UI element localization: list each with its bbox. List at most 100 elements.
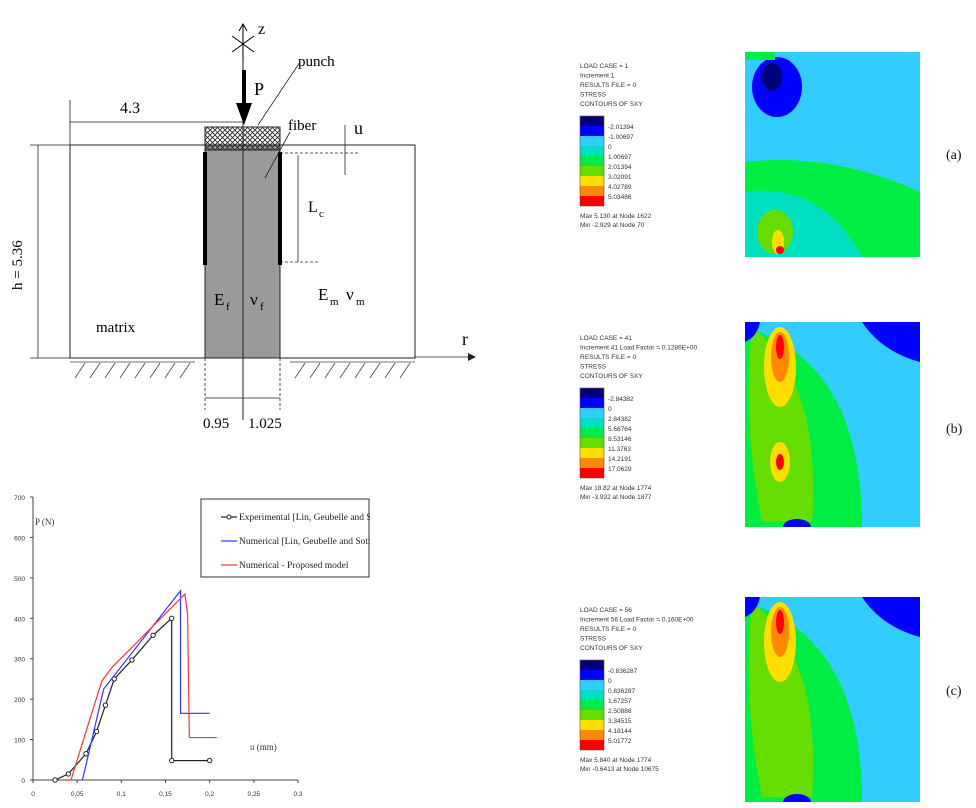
- contour-legend-1: LOAD CASE = 1 Increment 1 RESULTS FILE = 0…: [579, 63, 652, 229]
- punch-label: punch: [298, 54, 335, 70]
- color-scale-swatch: [580, 710, 604, 720]
- color-scale-level: 0: [608, 406, 612, 413]
- contour-band: [776, 454, 784, 470]
- contour-plot-3: [745, 597, 920, 802]
- load-arrow-head: [236, 103, 252, 125]
- color-scale-level: 0.836287: [608, 688, 635, 695]
- legend-box: [200, 498, 370, 578]
- series-line-1: [81, 589, 210, 781]
- contour-header-line: STRESS: [580, 636, 607, 643]
- color-scale-swatch: [580, 196, 604, 206]
- color-scale-swatch: [580, 458, 604, 468]
- contour-header-line: Increment 1: [580, 73, 615, 80]
- contour-header-line: RESULTS FILE = 0: [580, 82, 636, 89]
- color-scale-frame: [579, 659, 605, 751]
- color-scale-swatch: [580, 428, 604, 438]
- color-scale-swatch: [580, 468, 604, 478]
- height-dimension: h = 5.36: [10, 240, 26, 290]
- contour-min: Min -2.929 at Node 70: [580, 222, 645, 229]
- left-radius-dimension: 0.95: [203, 416, 229, 432]
- contour-band: [783, 519, 811, 527]
- x-tick-label: 0,1: [117, 791, 126, 798]
- color-scale-swatch: [580, 700, 604, 710]
- contour-band: [776, 610, 784, 634]
- lc-label: L: [308, 199, 318, 216]
- panel-label: (c): [946, 684, 962, 699]
- contour-legend-2: LOAD CASE = 41 Increment 41 Load Factor =…: [579, 335, 697, 501]
- color-scale-swatch: [580, 660, 604, 670]
- contour-min: Min -3.932 at Node 1877: [580, 494, 652, 501]
- x-tick-label: 0: [31, 791, 35, 798]
- color-scale-level: 3.02091: [608, 174, 632, 181]
- color-scale-swatch: [580, 146, 604, 156]
- color-scale-swatch: [580, 720, 604, 730]
- ground-hatching: [70, 361, 415, 379]
- contour-legend-3: LOAD CASE = 56 Increment 56 Load Factor =…: [579, 607, 694, 773]
- color-scale-level: -2.84382: [608, 396, 634, 403]
- r-axis-label: r: [462, 329, 468, 349]
- contour-max: Max 18.82 at Node 1774: [580, 485, 652, 492]
- color-scale-level: 1.67257: [608, 698, 632, 705]
- y-tick-label: 100: [14, 738, 25, 745]
- data-point: [168, 757, 175, 764]
- color-scale-swatch: [580, 186, 604, 196]
- data-point: [52, 777, 58, 783]
- color-scale-level: -1.00697: [608, 134, 634, 141]
- y-tick-label: 700: [14, 495, 25, 502]
- load-displacement-chart: 0 0,05 0,1 0,15 0,2 0,25 0,3 0 100 200 300 400 500 60…: [14, 495, 370, 798]
- series-line-2: [63, 592, 217, 781]
- contour-band: [783, 794, 811, 802]
- x-tick-label: 0,05: [71, 791, 84, 798]
- x-tick-label: 0,15: [159, 791, 172, 798]
- color-scale-swatch: [580, 176, 604, 186]
- color-scale-level: -0.836287: [608, 668, 638, 675]
- contour-header-line: CONTOURS OF SXY: [580, 645, 643, 652]
- y-axis-label: P (N): [35, 517, 54, 527]
- color-scale-level: 11.3763: [608, 446, 631, 453]
- data-point: [93, 728, 100, 735]
- panel-label: (b): [946, 422, 963, 437]
- vf-label: ν: [250, 290, 258, 309]
- color-scale-swatch: [580, 116, 604, 126]
- color-scale-level: 8.53146: [608, 436, 632, 443]
- contour-band: [745, 52, 775, 60]
- y-tick-label: 600: [14, 535, 25, 542]
- panel-label: (a): [946, 148, 962, 163]
- color-scale-level: 5.03486: [608, 194, 632, 201]
- x-tick-label: 0,2: [205, 791, 214, 798]
- ef-label: E: [214, 290, 224, 309]
- vm-subscript: m: [356, 296, 365, 308]
- coordinate-icon: [231, 22, 255, 62]
- data-point: [65, 771, 72, 777]
- color-scale-level: 4.18144: [608, 728, 632, 735]
- contour-header-line: RESULTS FILE = 0: [580, 626, 636, 633]
- matrix-label: matrix: [96, 320, 136, 336]
- p-label: P: [254, 79, 264, 99]
- contour-plot-1: [745, 52, 920, 257]
- color-scale-level: 3.34515: [608, 718, 632, 725]
- contour-band: [862, 322, 920, 362]
- legend-entry: Numerical [Lin, Geubelle and Sottos, 200…: [239, 537, 370, 547]
- contour-band: [762, 63, 782, 91]
- color-scale-frame: [579, 115, 605, 207]
- em-subscript: m: [330, 296, 339, 308]
- y-tick-label: 400: [14, 616, 25, 623]
- color-scale-level: 4.02789: [608, 184, 632, 191]
- color-scale-level: 1.00697: [608, 154, 632, 161]
- color-scale-swatch: [580, 398, 604, 408]
- y-tick-label: 200: [14, 697, 25, 704]
- color-scale-level: 2.84382: [608, 416, 632, 423]
- contour-min: Min -0.6413 at Node 10675: [580, 766, 659, 773]
- contour-band: [745, 322, 760, 342]
- legend-entry: Experimental [Lin, Geubelle and Sottos, …: [239, 513, 370, 523]
- x-axis-label: u (mm): [250, 742, 277, 752]
- lc-subscript: c: [319, 208, 324, 220]
- z-label: z: [258, 21, 265, 38]
- pushout-schematic: z P punch fiber u 4.3 h = 5.36 L c E f ν…: [10, 21, 476, 432]
- contour-band: [745, 597, 760, 617]
- data-point: [102, 702, 109, 708]
- contour-header-line: CONTOURS OF SXY: [580, 101, 643, 108]
- vm-label: ν: [346, 285, 354, 304]
- x-tick-label: 0,25: [248, 791, 261, 798]
